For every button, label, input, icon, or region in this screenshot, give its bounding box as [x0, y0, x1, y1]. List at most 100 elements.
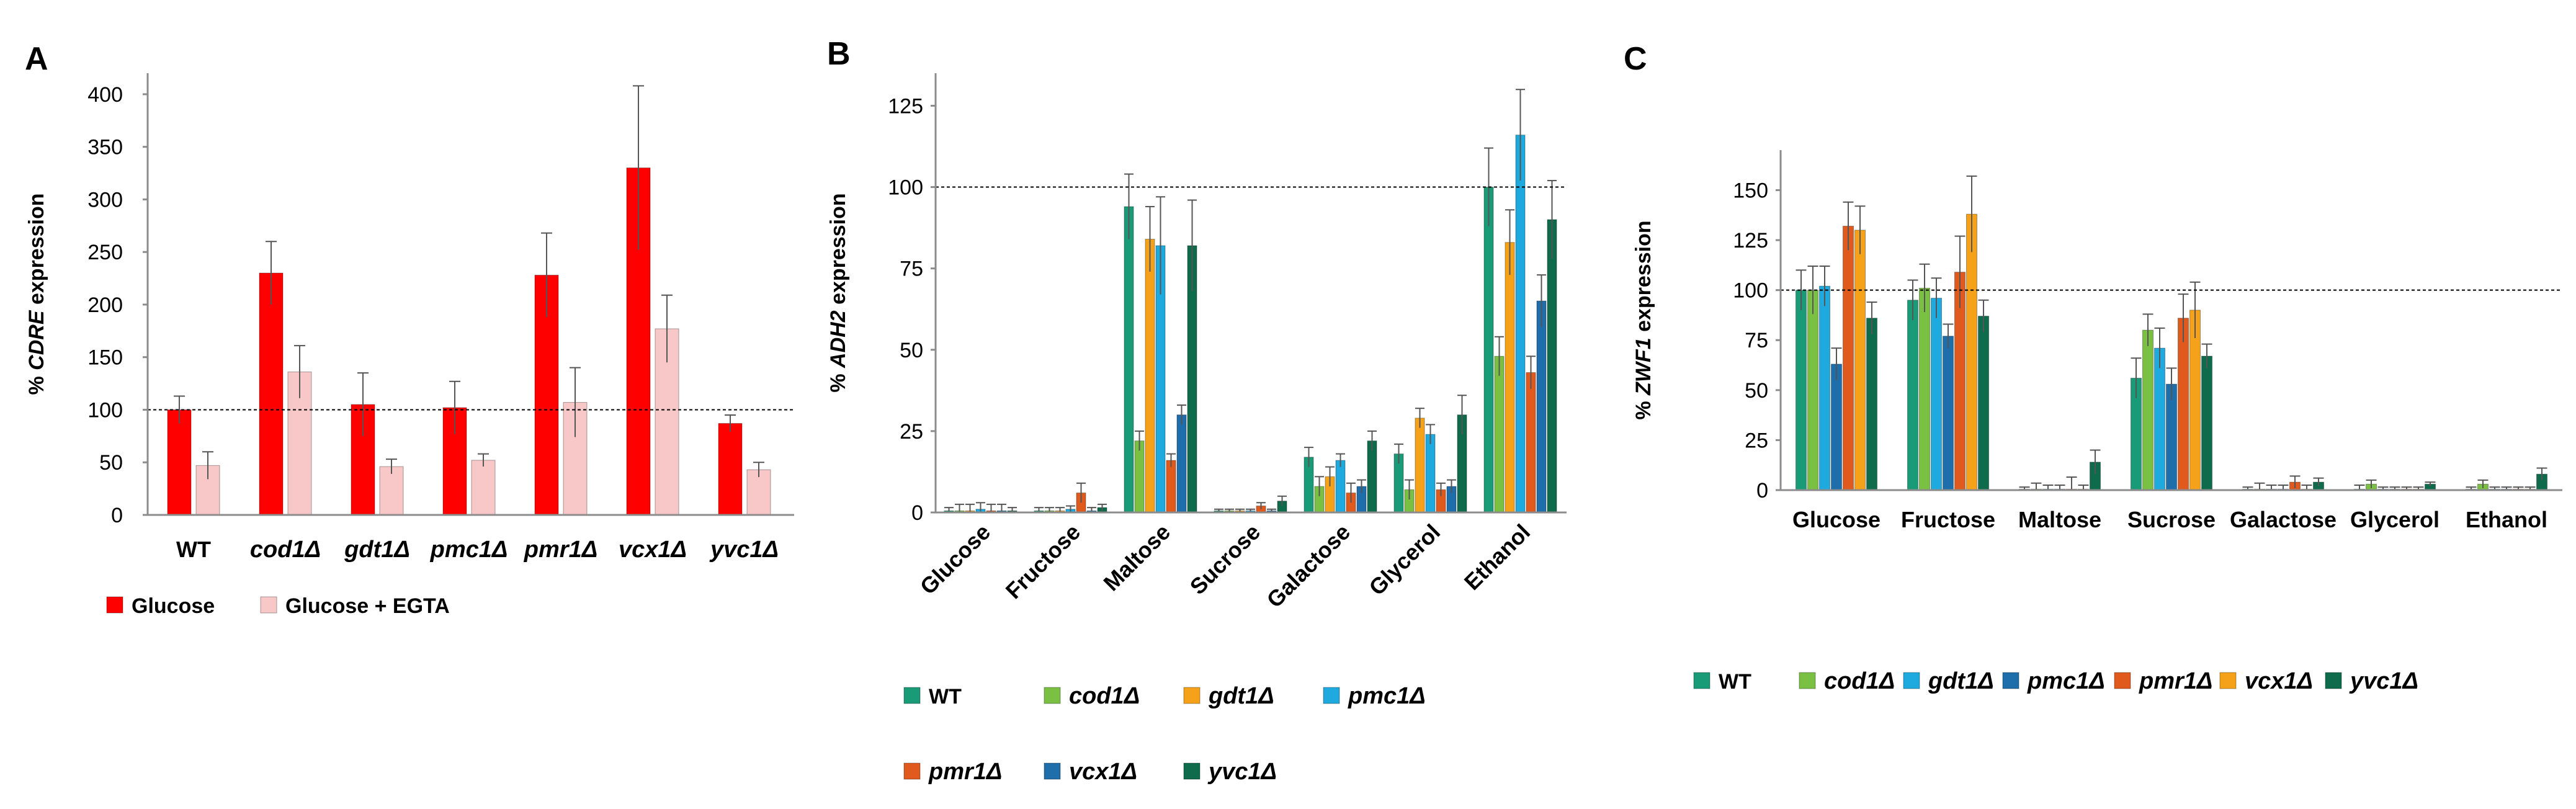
bar-yvc1-0: [718, 423, 743, 516]
x-category-label: Fructose: [1001, 519, 1086, 604]
bar-Glycerol-3: [1425, 434, 1436, 513]
legend-swatch: [903, 762, 921, 780]
y-tick-label: 350: [87, 136, 123, 159]
bar-Sucrose-1: [2142, 329, 2153, 491]
legend-label: vcx1Δ: [2245, 668, 2313, 694]
x-category-label: pmr1Δ: [524, 537, 597, 563]
panel-a-letter: A: [25, 41, 48, 77]
y-tick-label: 75: [1745, 329, 1768, 352]
bar-Sucrose-4: [2178, 318, 2189, 491]
legend-swatch: [1044, 687, 1061, 704]
legend-swatch: [2219, 672, 2237, 689]
bar-vcx1-1: [655, 328, 679, 516]
panel-c-bars: [1796, 175, 2547, 491]
panel-a-y-axis-label: % CDRE expression: [25, 193, 48, 395]
panel-a-x-labels: WT cod1Δ gdt1Δ pmc1Δ pmr1Δ vcx1Δ yvc1Δ: [176, 537, 779, 563]
legend-label: yvc1Δ: [2349, 668, 2418, 694]
legend-swatch: [106, 596, 123, 614]
bar-Ethanol-5: [1536, 300, 1547, 513]
x-category-label: vcx1Δ: [619, 537, 687, 563]
panel-c-y-axis: 0 25 50 75 100 125 150: [1733, 150, 1782, 503]
bar-gdt1-1: [379, 466, 404, 516]
x-category-label: Maltose: [1098, 519, 1175, 596]
bar-Glucose-1: [1807, 290, 1818, 491]
bar-Glucose-0: [1796, 290, 1807, 491]
bar-Ethanol-4: [1526, 372, 1536, 513]
x-category-label: Sucrose: [1185, 519, 1265, 599]
y-tick-label: 50: [900, 339, 923, 362]
panel-c-y-axis-label: % ZWF1 expression: [1632, 220, 1655, 419]
x-category-label: Galactose: [2230, 507, 2337, 532]
legend-swatch: [2114, 672, 2131, 689]
x-category-label: Ethanol: [1459, 519, 1535, 595]
bar-Ethanol-3: [1515, 135, 1526, 513]
bar-Glycerol-2: [1415, 418, 1425, 513]
panel-b-y-axis-label: % ADH2 expression: [826, 193, 850, 392]
y-tick-label: 125: [888, 94, 923, 118]
bar-Fructose-3: [1943, 336, 1954, 491]
legend-label: WT: [1719, 670, 1751, 694]
legend-label: pmr1Δ: [928, 759, 1002, 785]
bar-Maltose-5: [1176, 414, 1187, 513]
legend-swatch: [260, 596, 277, 614]
bar-Glucose-3: [1831, 364, 1842, 491]
bar-Fructose-1: [1919, 287, 1930, 491]
panel-c-legend: WT cod1Δ gdt1Δ pmc1Δ pmr1Δ vcx1Δ yvc1Δ: [1693, 668, 2418, 694]
bar-Fructose-5: [1966, 213, 1977, 491]
x-category-label: gdt1Δ: [344, 537, 410, 563]
legend-swatch: [1183, 687, 1201, 704]
panel-a-chart: 0 50 100 150 200 250 300 350 400 WT cod1Δ gdt1Δ pmc…: [25, 73, 794, 618]
legend-swatch: [1799, 672, 1816, 689]
bar-cod1-0: [259, 272, 284, 516]
bar-Glucose-6: [1866, 318, 1877, 491]
legend-swatch: [1323, 687, 1340, 704]
bar-pmc1-1: [471, 460, 496, 516]
y-tick-label: 300: [87, 188, 123, 212]
bar-Glucose-4: [1843, 225, 1854, 491]
bar-WT-0: [167, 409, 192, 516]
bar-Galactose-3: [1335, 460, 1346, 513]
panel-c-chart: 0 25 50 75 100 125 150 Glucose Fructose Maltose S…: [1632, 150, 2562, 694]
y-tick-label: 0: [111, 504, 123, 527]
y-tick-label: 100: [87, 398, 123, 422]
panel-c-x-labels: Glucose Fructose Maltose Sucrose Galactose Gl…: [1792, 507, 2547, 532]
legend-swatch: [1044, 762, 1061, 780]
x-category-label: Galactose: [1261, 519, 1355, 613]
legend-label: cod1Δ: [1069, 683, 1140, 709]
bar-Glucose-2: [1819, 285, 1830, 491]
legend-label: Glucose + EGTA: [285, 594, 450, 618]
y-tick-label: 0: [1756, 479, 1768, 503]
bar-Sucrose-6: [2201, 355, 2212, 491]
legend-swatch: [2325, 672, 2342, 689]
y-tick-label: 250: [87, 241, 123, 264]
legend-swatch: [1183, 762, 1201, 780]
bar-Sucrose-2: [2154, 347, 2165, 491]
y-tick-label: 125: [1733, 229, 1768, 253]
y-tick-label: 100: [888, 176, 923, 200]
y-tick-label: 150: [1733, 179, 1768, 202]
x-category-label: Glycerol: [1364, 519, 1445, 601]
bar-Glucose-5: [1854, 230, 1866, 491]
bar-Ethanol-2: [1505, 242, 1515, 513]
panel-b-y-axis: 0 25 50 75 100 125: [888, 73, 937, 525]
legend-swatch: [1903, 672, 1920, 689]
panel-a-y-axis: 0 50 100 150 200 250 300 350 400: [87, 73, 149, 527]
panel-a-bars: [167, 85, 771, 516]
y-tick-label: 50: [99, 451, 123, 475]
x-category-label: yvc1Δ: [709, 537, 779, 563]
bar-Galactose-6: [1367, 440, 1377, 513]
legend-swatch: [2002, 672, 2019, 689]
panel-b-legend: WT cod1Δ gdt1Δ pmc1Δ pmr1Δ vcx1Δ yvc1Δ: [903, 683, 1426, 785]
y-tick-label: 400: [87, 83, 123, 107]
y-tick-label: 75: [900, 257, 923, 281]
legend-swatch: [1693, 672, 1711, 689]
x-category-label: Fructose: [1901, 507, 1995, 532]
bar-Fructose-2: [1931, 298, 1942, 491]
legend-label: Glucose: [132, 594, 215, 618]
y-tick-label: 150: [87, 346, 123, 370]
x-category-label: Sucrose: [2127, 507, 2216, 532]
x-category-label: Maltose: [2018, 507, 2101, 532]
legend-swatch: [903, 687, 921, 704]
x-category-label: Glucose: [915, 519, 995, 599]
